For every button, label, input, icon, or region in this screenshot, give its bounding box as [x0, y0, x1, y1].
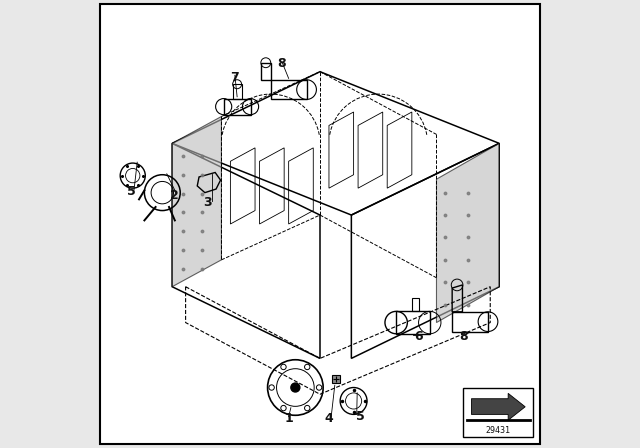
Text: 5: 5: [127, 185, 136, 198]
Text: 4: 4: [324, 412, 333, 425]
Circle shape: [291, 383, 300, 392]
Polygon shape: [472, 393, 525, 420]
FancyBboxPatch shape: [100, 4, 540, 444]
Text: 29431: 29431: [485, 426, 510, 435]
Text: 7: 7: [230, 71, 239, 84]
Text: 2: 2: [170, 190, 179, 202]
Text: 6: 6: [414, 331, 423, 344]
Text: 5: 5: [356, 410, 365, 423]
Polygon shape: [172, 116, 221, 287]
Text: 1: 1: [284, 412, 293, 425]
Text: 3: 3: [203, 196, 211, 209]
Text: 8: 8: [278, 57, 286, 70]
Text: 8: 8: [459, 331, 468, 344]
FancyBboxPatch shape: [463, 388, 533, 437]
Polygon shape: [436, 143, 499, 323]
